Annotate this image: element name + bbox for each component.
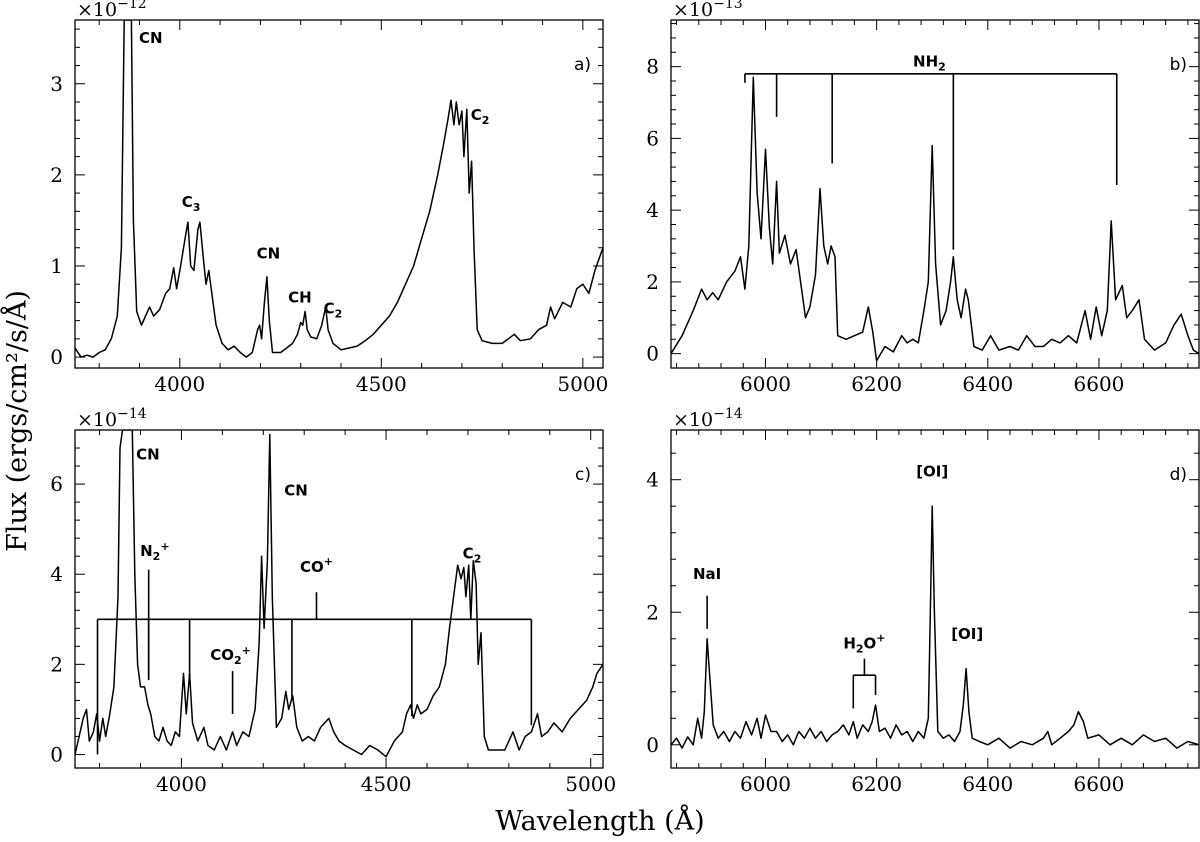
y-tick-label-b: 6 — [646, 126, 659, 150]
spectrum-line-b — [671, 76, 1199, 362]
bracket-label-c: CO+ — [300, 555, 333, 576]
y-tick-label-b: 8 — [646, 55, 659, 79]
x-tick-label-b: 6200 — [851, 372, 902, 396]
x-tick-label-a: 5000 — [557, 372, 608, 396]
y-scale-factor-d: ×10−14 — [673, 406, 743, 431]
y-tick-label-c: 4 — [50, 562, 63, 586]
annotation-label-a: CN — [139, 29, 163, 47]
x-tick-label-d: 6200 — [851, 772, 902, 796]
x-tick-label-c: 4000 — [156, 772, 207, 796]
annotation-label-a: C3 — [182, 193, 201, 214]
annotation-label-a: C2 — [471, 106, 490, 127]
x-tick-label-a: 4000 — [154, 372, 205, 396]
y-tick-label-b: 2 — [646, 270, 659, 294]
spectrum-line-a — [75, 20, 603, 358]
y-axis-title: Flux (ergs/cm²/s/Å) — [0, 290, 33, 552]
x-tick-label-d: 6600 — [1074, 772, 1125, 796]
x-tick-label-b: 6000 — [740, 372, 791, 396]
annotation-label-a: CH — [288, 288, 312, 306]
y-tick-label-a: 0 — [50, 345, 63, 369]
x-tick-label-c: 4500 — [361, 772, 412, 796]
panel-label-a: a) — [574, 55, 591, 75]
annotation-label-d: NaI — [693, 565, 721, 583]
plot-frame-d — [670, 429, 1200, 769]
y-scale-factor-b: ×10−13 — [673, 0, 743, 21]
x-tick-label-b: 6600 — [1074, 372, 1125, 396]
y-tick-label-a: 2 — [50, 163, 63, 187]
plot-frame-b — [670, 19, 1200, 369]
panel-b: 6000 6200 6400 6600 0 2 4 6 8 ×10−13 b) NH2 — [646, 0, 1200, 396]
annotation-label-d: [OI] — [951, 625, 983, 643]
y-tick-label-a: 3 — [50, 72, 63, 96]
panel-label-c: c) — [575, 465, 591, 485]
annotation-label-c: N2+ — [140, 540, 169, 563]
panel-c: 4000 4500 5000 0 2 4 6 ×10−14 c) CO+ CN N2+ CN CO2+ C2 — [50, 406, 616, 796]
y-tick-label-c: 0 — [50, 742, 63, 766]
panel-a: 4000 4500 5000 0 1 2 3 ×10−12 a) CN C3 CN CH C2 C2 — [50, 0, 608, 396]
x-tick-label-d: 6400 — [962, 772, 1013, 796]
annotation-label-a: C2 — [324, 299, 343, 320]
plot-frame-c — [74, 429, 604, 769]
panel-label-b: b) — [1170, 55, 1187, 75]
y-tick-label-c: 6 — [50, 472, 63, 496]
y-tick-label-b: 0 — [646, 342, 659, 366]
x-tick-label-c: 5000 — [565, 772, 616, 796]
y-tick-label-d: 2 — [646, 600, 659, 624]
bracket-label-b: NH2 — [913, 53, 946, 74]
x-tick-label-b: 6400 — [962, 372, 1013, 396]
y-tick-label-c: 2 — [50, 652, 63, 676]
annotation-label-c: CO2+ — [210, 644, 251, 667]
panel-label-d: d) — [1170, 465, 1187, 485]
x-axis-title: Wavelength (Å) — [495, 804, 704, 837]
y-scale-factor-a: ×10−12 — [77, 0, 147, 21]
y-tick-label-a: 1 — [50, 254, 63, 278]
panels: 4000 4500 50000123×10−12a)CNC3CNCHC2C26000… — [50, 0, 1200, 796]
panel-d: 6000 6200 6400 6600 0 2 4 ×10−14 d) H2O+ NaI [OI] [O… — [646, 406, 1200, 796]
annotation-label-c: C2 — [463, 544, 482, 565]
spectrum-line-d — [671, 505, 1199, 749]
plot-frame-a — [74, 19, 604, 369]
y-scale-factor-c: ×10−14 — [77, 406, 147, 431]
annotation-label-a: CN — [257, 245, 281, 263]
y-tick-label-d: 4 — [646, 468, 659, 492]
spectrum-line-c — [75, 430, 603, 758]
annotation-label-c: CN — [284, 481, 308, 499]
x-tick-label-d: 6000 — [740, 772, 791, 796]
y-tick-label-d: 0 — [646, 733, 659, 757]
bracket-label-d: H2O+ — [843, 632, 885, 656]
annotation-label-c: CN — [136, 445, 160, 463]
annotation-label-d: [OI] — [916, 462, 948, 480]
x-tick-label-a: 4500 — [356, 372, 407, 396]
y-tick-label-b: 4 — [646, 198, 659, 222]
